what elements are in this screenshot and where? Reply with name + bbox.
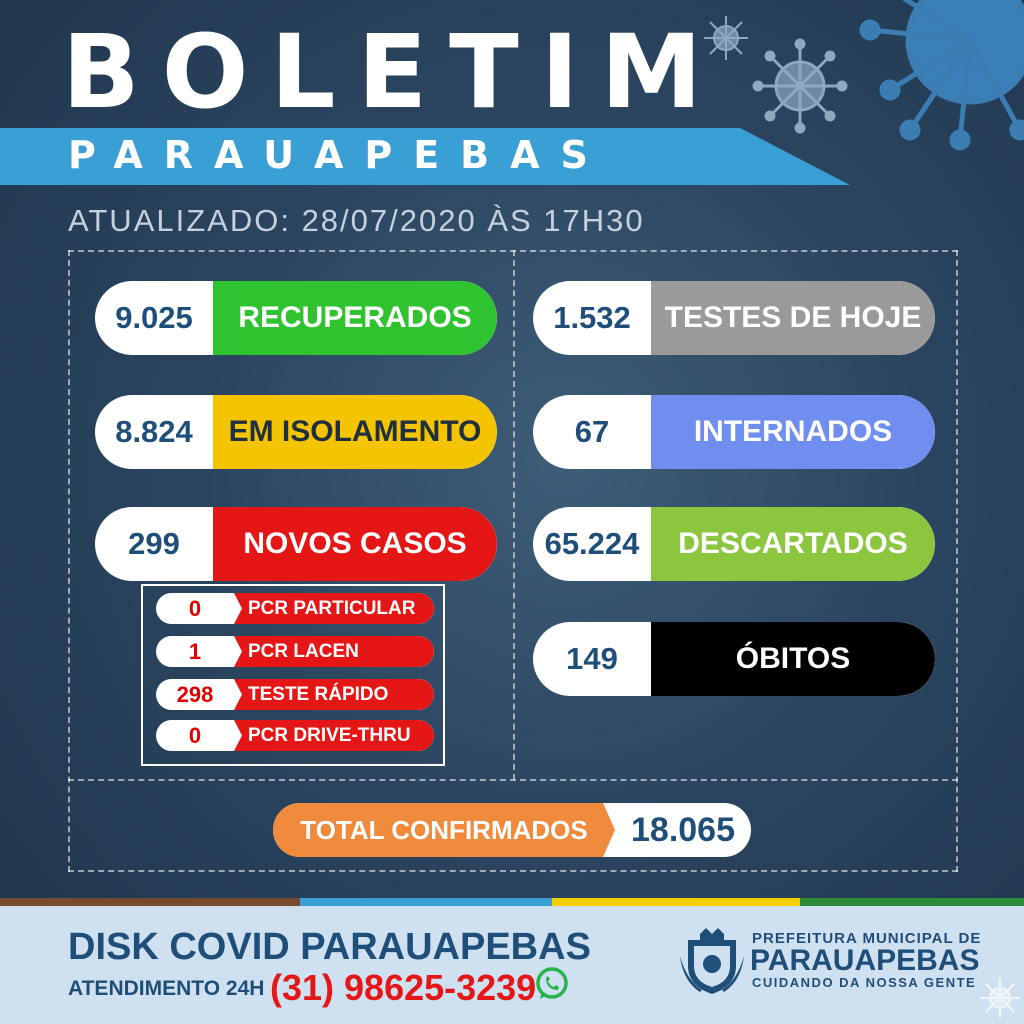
stripe-green xyxy=(800,898,1024,906)
total-confirmados: TOTAL CONFIRMADOS 18.065 xyxy=(273,803,751,857)
frame-bottom-line xyxy=(68,870,958,872)
stat-em-isolamento: 8.824 EM ISOLAMENTO xyxy=(95,395,497,469)
stripe-blue xyxy=(300,898,552,906)
stat-testes-de-hoje: 1.532 TESTES DE HOJE xyxy=(533,281,935,355)
frame-left-line xyxy=(68,250,70,872)
stat-label: EM ISOLAMENTO xyxy=(213,395,497,469)
stat-label: NOVOS CASOS xyxy=(213,507,497,581)
footer xyxy=(0,906,1024,1024)
phone-number[interactable]: (31) 98625-3239 xyxy=(270,967,537,1008)
logo-line-1: PREFEITURA MUNICIPAL DE xyxy=(752,930,982,947)
stat-label: INTERNADOS xyxy=(651,395,935,469)
attendance-label: ATENDIMENTO 24H xyxy=(68,977,265,1000)
stat-label: TESTES DE HOJE xyxy=(651,281,935,355)
breakdown-pcr-drive-thru: 0 PCR DRIVE-THRU xyxy=(156,720,434,751)
total-value: 18.065 xyxy=(631,810,735,849)
breakdown-label: PCR PARTICULAR xyxy=(234,593,434,624)
stat-obitos: 149 ÓBITOS xyxy=(533,622,935,696)
breakdown-value: 1 xyxy=(188,638,202,664)
virus-icon-medium xyxy=(752,38,848,134)
virus-icon-large xyxy=(859,0,1024,151)
breakdown-value: 298 xyxy=(176,681,214,707)
breakdown-label: PCR LACEN xyxy=(234,636,434,667)
stat-internados: 67 INTERNADOS xyxy=(533,395,935,469)
stat-value: 8.824 xyxy=(115,414,193,449)
stat-label: RECUPERADOS xyxy=(213,281,497,355)
stripe-yellow xyxy=(552,898,800,906)
stripe-brown xyxy=(0,898,300,906)
page-title: BOLETIM xyxy=(62,13,725,132)
frame-divider-horizontal xyxy=(68,779,958,781)
logo-line-2: PARAUAPEBAS xyxy=(750,944,980,977)
stat-value: 67 xyxy=(574,414,610,449)
breakdown-teste-rapido: 298 TESTE RÁPIDO xyxy=(156,679,434,710)
stat-label: ÓBITOS xyxy=(651,622,935,696)
disk-covid-heading: DISK COVID PARAUAPEBAS xyxy=(68,926,591,968)
breakdown-label: TESTE RÁPIDO xyxy=(234,679,434,710)
breakdown-value: 0 xyxy=(188,595,202,621)
total-label: TOTAL CONFIRMADOS xyxy=(273,803,615,857)
stat-value: 1.532 xyxy=(553,300,631,335)
stat-value: 149 xyxy=(566,641,618,676)
virus-icon-small xyxy=(704,16,748,60)
city-crest-icon xyxy=(680,928,744,994)
virus-icon-corner xyxy=(980,978,1020,1018)
stat-value: 65.224 xyxy=(544,526,640,561)
stat-descartados: 65.224 DESCARTADOS xyxy=(533,507,935,581)
page-subtitle: PARAUAPEBAS xyxy=(68,133,609,177)
breakdown-value: 0 xyxy=(188,722,202,748)
logo-line-3: CUIDANDO DA NOSSA GENTE xyxy=(752,975,977,990)
stat-recuperados: 9.025 RECUPERADOS xyxy=(95,281,497,355)
stat-novos-casos: 299 NOVOS CASOS xyxy=(95,507,497,581)
subtitle-banner xyxy=(0,128,850,185)
breakdown-pcr-lacen: 1 PCR LACEN xyxy=(156,636,434,667)
frame-right-line xyxy=(956,250,958,872)
stat-value: 9.025 xyxy=(115,300,193,335)
stat-label: DESCARTADOS xyxy=(651,507,935,581)
breakdown-pcr-particular: 0 PCR PARTICULAR xyxy=(156,593,434,624)
updated-timestamp: ATUALIZADO: 28/07/2020 ÀS 17H30 xyxy=(68,203,645,238)
stat-value: 299 xyxy=(128,526,180,561)
new-cases-breakdown-box xyxy=(141,584,445,766)
breakdown-label: PCR DRIVE-THRU xyxy=(234,720,434,751)
whatsapp-icon[interactable] xyxy=(534,966,570,1002)
frame-divider-vertical xyxy=(513,250,515,780)
